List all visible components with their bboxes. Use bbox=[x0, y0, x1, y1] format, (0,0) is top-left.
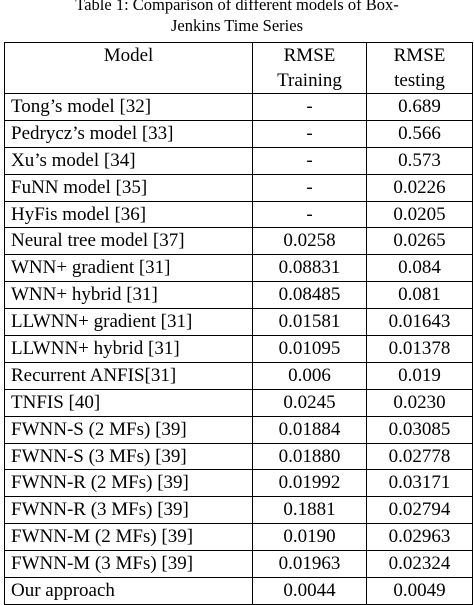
model-cell: FWNN-R (3 MFs) [39] bbox=[4, 496, 253, 525]
table-row: Our approach 0.0044 0.0049 bbox=[4, 577, 473, 605]
rmse-training-cell: 0.0245 bbox=[252, 388, 367, 417]
table-row: FWNN-M (2 MFs) [39] 0.0190 0.02963 bbox=[4, 523, 473, 552]
table-row: TNFIS [40] 0.0245 0.0230 bbox=[4, 388, 473, 417]
rmse-testing-cell: 0.084 bbox=[366, 254, 473, 283]
rmse-training-cell: 0.0258 bbox=[252, 227, 367, 256]
table-row: FWNN-S (2 MFs) [39] 0.01884 0.03085 bbox=[4, 415, 473, 444]
rmse-training-cell: - bbox=[252, 173, 367, 202]
rmse-training-cell: 0.08831 bbox=[252, 254, 367, 283]
model-cell: FWNN-M (3 MFs) [39] bbox=[4, 550, 253, 579]
model-cell: Xu’s model [34] bbox=[4, 146, 253, 175]
header-row: Model RMSE Training RMSE testing bbox=[4, 42, 473, 94]
rmse-testing-cell: 0.01378 bbox=[366, 335, 473, 363]
rmse-testing-cell: 0.689 bbox=[366, 93, 473, 121]
rmse-testing-cell: 0.02324 bbox=[366, 550, 473, 579]
rmse-testing-cell: 0.0230 bbox=[366, 388, 473, 417]
rmse-training-cell: 0.08485 bbox=[252, 281, 367, 310]
model-cell: FWNN-M (2 MFs) [39] bbox=[4, 523, 253, 552]
rmse-testing-cell: 0.566 bbox=[366, 119, 473, 148]
rmse-training-cell: 0.01963 bbox=[252, 550, 367, 579]
rmse-training-cell: - bbox=[252, 200, 367, 229]
table-caption: Table 1: Comparison of different models … bbox=[0, 0, 474, 36]
header-rmse-testing-line-2: testing bbox=[394, 70, 445, 91]
model-cell: FWNN-S (2 MFs) [39] bbox=[4, 415, 253, 444]
table-row: WNN+ gradient [31] 0.08831 0.084 bbox=[4, 254, 473, 283]
rmse-testing-cell: 0.01643 bbox=[366, 308, 473, 337]
header-model-label: Model bbox=[103, 45, 154, 66]
header-rmse-testing: RMSE testing bbox=[366, 42, 473, 94]
rmse-training-cell: - bbox=[252, 93, 367, 121]
table-body: Tong’s model [32] -0.689 Pedrycz’s model [… bbox=[4, 93, 473, 605]
rmse-testing-cell: 0.0205 bbox=[366, 200, 473, 229]
rmse-testing-cell: 0.019 bbox=[366, 361, 473, 390]
model-cell: LLWNN+ hybrid [31] bbox=[4, 335, 253, 363]
model-cell: FWNN-S (3 MFs) [39] bbox=[4, 442, 253, 471]
rmse-training-cell: 0.01581 bbox=[252, 308, 367, 337]
rmse-training-cell: 0.01880 bbox=[252, 442, 367, 471]
table-row: FWNN-R (2 MFs) [39] 0.01992 0.03171 bbox=[4, 469, 473, 498]
comparison-table: Model RMSE Training RMSE testing Tong’s … bbox=[4, 42, 473, 605]
rmse-training-cell: - bbox=[252, 146, 367, 175]
rmse-training-cell: 0.006 bbox=[252, 361, 367, 390]
model-cell: Our approach bbox=[4, 577, 253, 605]
model-cell: Neural tree model [37] bbox=[4, 227, 253, 256]
model-cell: HyFis model [36] bbox=[4, 200, 253, 229]
model-cell: TNFIS [40] bbox=[4, 388, 253, 417]
rmse-training-cell: 0.0044 bbox=[252, 577, 367, 605]
rmse-testing-cell: 0.0049 bbox=[366, 577, 473, 605]
table-row: FWNN-R (3 MFs) [39] 0.1881 0.02794 bbox=[4, 496, 473, 525]
rmse-testing-cell: 0.0226 bbox=[366, 173, 473, 202]
rmse-testing-cell: 0.0265 bbox=[366, 227, 473, 256]
model-cell: WNN+ gradient [31] bbox=[4, 254, 253, 283]
rmse-testing-cell: 0.081 bbox=[366, 281, 473, 310]
table-caption-line-1: Table 1: Comparison of different models … bbox=[75, 0, 399, 14]
rmse-training-cell: 0.01884 bbox=[252, 415, 367, 444]
model-cell: FuNN model [35] bbox=[4, 173, 253, 202]
table-row: Pedrycz’s model [33] -0.566 bbox=[4, 119, 473, 148]
table-row: Xu’s model [34] -0.573 bbox=[4, 146, 473, 175]
model-cell: Pedrycz’s model [33] bbox=[4, 119, 253, 148]
rmse-testing-cell: 0.03171 bbox=[366, 469, 473, 498]
header-model: Model bbox=[4, 42, 253, 94]
header-rmse-testing-line-1: RMSE bbox=[393, 45, 446, 66]
table-row: WNN+ hybrid [31] 0.08485 0.081 bbox=[4, 281, 473, 310]
rmse-testing-cell: 0.02778 bbox=[366, 442, 473, 471]
rmse-training-cell: 0.0190 bbox=[252, 523, 367, 552]
table-caption-line-2: Jenkins Time Series bbox=[170, 16, 304, 35]
header-rmse-training-line-2: Training bbox=[277, 70, 342, 91]
model-cell: LLWNN+ gradient [31] bbox=[4, 308, 253, 337]
table-row: Tong’s model [32] -0.689 bbox=[4, 93, 473, 121]
model-cell: Recurrent ANFIS[31] bbox=[4, 361, 253, 390]
model-cell: WNN+ hybrid [31] bbox=[4, 281, 253, 310]
rmse-testing-cell: 0.573 bbox=[366, 146, 473, 175]
table-row: FWNN-S (3 MFs) [39] 0.01880 0.02778 bbox=[4, 442, 473, 471]
header-rmse-training-line-1: RMSE bbox=[283, 45, 336, 66]
table-header: Model RMSE Training RMSE testing bbox=[4, 42, 473, 94]
table-row: LLWNN+ gradient [31] 0.01581 0.01643 bbox=[4, 308, 473, 337]
rmse-training-cell: - bbox=[252, 119, 367, 148]
rmse-training-cell: 0.1881 bbox=[252, 496, 367, 525]
header-rmse-training: RMSE Training bbox=[252, 42, 367, 94]
table-row: LLWNN+ hybrid [31] 0.01095 0.01378 bbox=[4, 335, 473, 363]
model-cell: Tong’s model [32] bbox=[4, 93, 253, 121]
rmse-testing-cell: 0.02963 bbox=[366, 523, 473, 552]
rmse-testing-cell: 0.02794 bbox=[366, 496, 473, 525]
table-row: FWNN-M (3 MFs) [39] 0.01963 0.02324 bbox=[4, 550, 473, 579]
model-cell: FWNN-R (2 MFs) [39] bbox=[4, 469, 253, 498]
rmse-training-cell: 0.01992 bbox=[252, 469, 367, 498]
table-row: HyFis model [36] -0.0205 bbox=[4, 200, 473, 229]
rmse-testing-cell: 0.03085 bbox=[366, 415, 473, 444]
table-row: Recurrent ANFIS[31] 0.006 0.019 bbox=[4, 361, 473, 390]
table-row: FuNN model [35] -0.0226 bbox=[4, 173, 473, 202]
table-row: Neural tree model [37] 0.0258 0.0265 bbox=[4, 227, 473, 256]
rmse-training-cell: 0.01095 bbox=[252, 335, 367, 363]
